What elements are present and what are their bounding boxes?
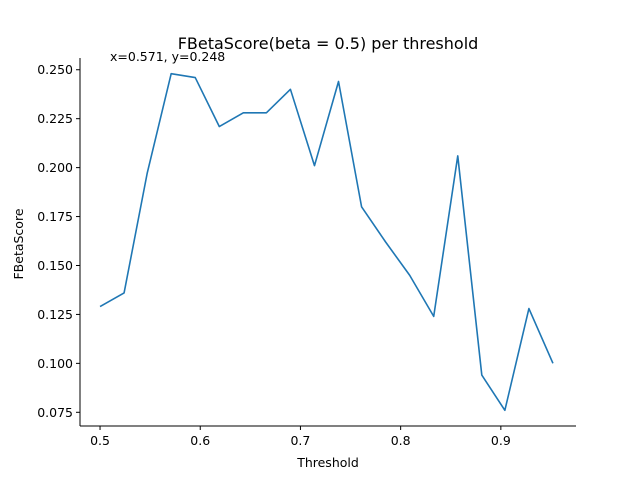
x-axis: 0.5 0.6 0.7 0.8 0.9 bbox=[90, 426, 511, 448]
y-tick-label: 0.200 bbox=[37, 160, 73, 175]
y-tick-label: 0.225 bbox=[37, 111, 73, 126]
x-tick-label: 0.8 bbox=[391, 433, 411, 448]
y-tick-label: 0.075 bbox=[37, 405, 73, 420]
y-tick-label: 0.100 bbox=[37, 356, 73, 371]
max-point-annotation: x=0.571, y=0.248 bbox=[110, 49, 225, 64]
y-axis: 0.075 0.100 0.125 0.150 0.175 0.200 0.225 0.250 bbox=[37, 62, 80, 420]
y-tick-label: 0.250 bbox=[37, 62, 73, 77]
fbeta-series-line bbox=[99, 72, 554, 412]
y-tick-label: 0.175 bbox=[37, 209, 73, 224]
x-tick-label: 0.5 bbox=[90, 433, 110, 448]
x-tick-label: 0.6 bbox=[190, 433, 210, 448]
series-group bbox=[99, 72, 554, 412]
y-tick-label: 0.150 bbox=[37, 258, 73, 273]
x-tick-label: 0.7 bbox=[290, 433, 310, 448]
x-axis-label: Threshold bbox=[296, 455, 359, 470]
y-axis-label: FBetaScore bbox=[11, 208, 26, 279]
y-tick-label: 0.125 bbox=[37, 307, 73, 322]
chart-title: FBetaScore(beta = 0.5) per threshold bbox=[178, 34, 479, 53]
x-tick-label: 0.9 bbox=[491, 433, 511, 448]
